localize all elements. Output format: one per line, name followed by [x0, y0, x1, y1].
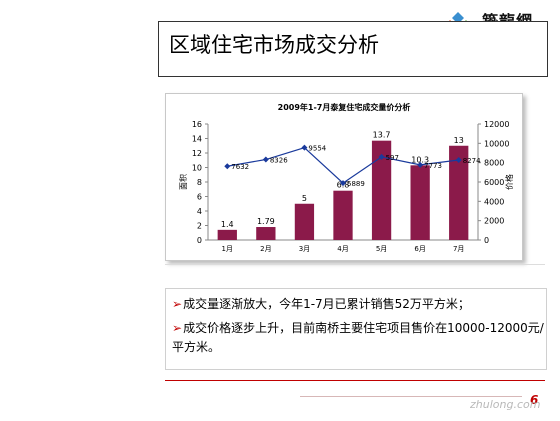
line-data-label: 8326 [270, 157, 288, 165]
x-tick-label: 5月 [376, 245, 387, 253]
line-point [224, 163, 231, 170]
slide-title-box: 区域住宅市场成交分析 [158, 21, 548, 77]
bar [449, 145, 469, 240]
line-point [340, 180, 346, 187]
y-tick-label: 8 [197, 178, 202, 187]
line-point [262, 156, 269, 163]
bullet-box: ➢成交量逐渐放大，今年1-7月已累计销售52万平方米； ➢成交价格逐步上升，目前… [165, 288, 547, 370]
slide-title: 区域住宅市场成交分析 [169, 33, 379, 57]
y2-tick-label: 8000 [484, 159, 504, 168]
footer-line [300, 396, 522, 397]
line-data-label: 8274 [463, 157, 481, 165]
y-tick-label: 4 [197, 207, 202, 216]
bar-data-label: 13.7 [373, 131, 391, 140]
line-data-label: 9554 [308, 145, 326, 153]
x-tick-label: 2月 [260, 245, 271, 253]
x-tick-label: 4月 [337, 245, 348, 253]
x-tick-label: 7月 [453, 245, 464, 253]
y2-tick-label: 0 [484, 236, 489, 245]
chart-frame: 2009年1-7月泰复住宅成交量价分析 0 2 4 6 8 10 12 14 16 0 2000 400… [165, 93, 523, 261]
x-tick-label: 3月 [299, 245, 310, 253]
arrow-bullet-icon: ➢ [172, 321, 183, 335]
y2-tick-label: 4000 [484, 197, 504, 206]
bar-data-label: 5 [302, 194, 307, 203]
x-tick-label: 6月 [414, 245, 425, 253]
y-tick-label: 6 [197, 193, 202, 202]
bar-data-label: 1.79 [257, 217, 275, 226]
x-tick-label: 1月 [222, 245, 233, 253]
page-number: 6 [530, 393, 539, 407]
line-point [455, 157, 462, 164]
watermark: zhulong.com [470, 398, 541, 411]
bar-data-label: 1.4 [221, 220, 234, 229]
bar [294, 203, 315, 240]
y2-tick-label: 10000 [484, 139, 509, 148]
bar [256, 227, 276, 240]
line-data-label: 5889 [347, 180, 365, 188]
footer-divider [165, 380, 545, 381]
bar [410, 165, 430, 240]
bar-data-label: 13 [454, 136, 464, 145]
bullet-text-1: 成交量逐渐放大，今年1-7月已累计销售52万平方米； [183, 297, 470, 311]
y2-tick-label: 12000 [484, 120, 509, 129]
chart: 2009年1-7月泰复住宅成交量价分析 0 2 4 6 8 10 12 14 16 0 2000 400… [178, 102, 514, 253]
y2-axis-label: 价格 [504, 174, 514, 190]
divider [165, 264, 545, 265]
y-axis-label: 面积 [178, 174, 188, 190]
y-tick-label: 2 [197, 222, 202, 231]
y-tick-label: 12 [192, 149, 202, 158]
line-data-label: 7632 [231, 163, 249, 171]
y2-tick-label: 6000 [484, 178, 504, 187]
chart-title: 2009年1-7月泰复住宅成交量价分析 [278, 102, 411, 112]
bullet-text-2: 成交价格逐步上升，目前南桥主要住宅项目售价在10000-12000元/平方米。 [172, 321, 544, 354]
y-tick-label: 14 [192, 135, 202, 144]
bar-data-label: 10.3 [411, 155, 429, 164]
bar [371, 140, 392, 240]
bullet-item-1: ➢成交量逐渐放大，今年1-7月已累计销售52万平方米； [172, 295, 544, 314]
line-point [301, 144, 308, 151]
y-tick-label: 16 [192, 120, 202, 129]
y-tick-label: 0 [197, 236, 202, 245]
y-tick-label: 10 [192, 164, 202, 173]
line-data-label: 597 [386, 154, 399, 162]
arrow-bullet-icon: ➢ [172, 297, 183, 311]
bar [333, 190, 353, 240]
line-point [417, 161, 424, 168]
y2-tick-label: 2000 [484, 217, 504, 226]
bar [217, 229, 237, 240]
line-point [378, 153, 385, 160]
bullet-item-2: ➢成交价格逐步上升，目前南桥主要住宅项目售价在10000-12000元/平方米。 [172, 319, 544, 357]
line-data-label: 7773 [424, 162, 442, 170]
